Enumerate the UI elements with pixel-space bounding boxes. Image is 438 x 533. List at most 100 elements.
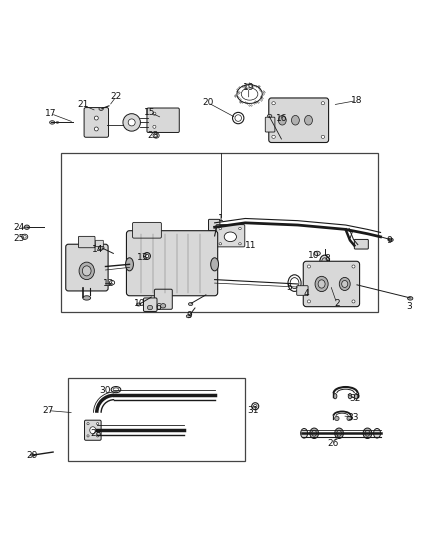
Ellipse shape: [291, 116, 299, 125]
Ellipse shape: [94, 116, 98, 120]
Text: 15: 15: [144, 108, 156, 117]
Text: 13: 13: [137, 253, 148, 262]
Ellipse shape: [408, 297, 413, 300]
Text: 24: 24: [14, 223, 25, 232]
FancyBboxPatch shape: [147, 108, 179, 133]
Text: 6: 6: [155, 303, 161, 312]
Ellipse shape: [318, 280, 325, 288]
FancyBboxPatch shape: [216, 224, 245, 247]
Ellipse shape: [320, 255, 329, 268]
Text: 11: 11: [245, 241, 256, 250]
FancyBboxPatch shape: [154, 289, 172, 309]
Ellipse shape: [87, 435, 89, 437]
Ellipse shape: [219, 228, 222, 230]
Text: 3: 3: [406, 302, 412, 311]
Text: 23: 23: [147, 131, 158, 140]
FancyBboxPatch shape: [84, 108, 109, 138]
FancyBboxPatch shape: [208, 220, 220, 231]
Ellipse shape: [348, 393, 352, 399]
FancyBboxPatch shape: [297, 286, 308, 295]
FancyBboxPatch shape: [95, 240, 103, 246]
Ellipse shape: [365, 431, 370, 436]
Text: 27: 27: [42, 406, 53, 415]
FancyBboxPatch shape: [269, 98, 328, 142]
Ellipse shape: [144, 253, 150, 260]
Text: 2: 2: [334, 299, 340, 308]
Text: 33: 33: [348, 413, 359, 422]
Ellipse shape: [128, 119, 135, 126]
Ellipse shape: [335, 416, 339, 421]
Ellipse shape: [98, 246, 104, 250]
Ellipse shape: [300, 429, 307, 438]
Ellipse shape: [239, 243, 241, 245]
Ellipse shape: [239, 228, 241, 230]
Text: 12: 12: [103, 279, 115, 288]
Ellipse shape: [333, 393, 337, 399]
Text: 29: 29: [26, 450, 38, 459]
FancyBboxPatch shape: [144, 298, 157, 311]
Ellipse shape: [388, 238, 393, 241]
Ellipse shape: [160, 304, 166, 308]
Ellipse shape: [87, 423, 89, 425]
Ellipse shape: [153, 112, 156, 115]
Ellipse shape: [126, 258, 134, 271]
Ellipse shape: [374, 429, 381, 438]
Ellipse shape: [321, 135, 325, 139]
Ellipse shape: [186, 315, 191, 318]
Text: 5: 5: [286, 283, 292, 292]
Text: 18: 18: [351, 96, 362, 105]
FancyBboxPatch shape: [265, 117, 275, 132]
Text: 32: 32: [350, 394, 361, 403]
Ellipse shape: [145, 254, 149, 258]
Text: 9: 9: [386, 236, 392, 245]
Ellipse shape: [90, 427, 96, 434]
Ellipse shape: [307, 300, 311, 303]
Text: 21: 21: [77, 100, 88, 109]
Ellipse shape: [304, 116, 312, 125]
Text: 10: 10: [134, 299, 145, 308]
Ellipse shape: [321, 102, 325, 105]
Text: 19: 19: [243, 83, 254, 92]
FancyBboxPatch shape: [66, 244, 108, 291]
Ellipse shape: [272, 135, 276, 139]
Ellipse shape: [354, 393, 358, 399]
Ellipse shape: [315, 276, 328, 292]
Ellipse shape: [322, 258, 328, 265]
Ellipse shape: [24, 225, 29, 229]
Text: 25: 25: [13, 235, 25, 244]
Ellipse shape: [337, 431, 342, 436]
Text: 9: 9: [187, 311, 192, 320]
Ellipse shape: [307, 265, 311, 268]
FancyBboxPatch shape: [133, 222, 161, 238]
Ellipse shape: [219, 243, 222, 245]
Ellipse shape: [363, 428, 372, 439]
Ellipse shape: [312, 431, 317, 436]
Ellipse shape: [94, 127, 98, 131]
Text: 14: 14: [92, 245, 103, 254]
Text: 17: 17: [45, 109, 57, 118]
Text: 4: 4: [304, 289, 309, 298]
Text: 8: 8: [325, 254, 330, 263]
Ellipse shape: [224, 232, 237, 241]
Ellipse shape: [49, 120, 55, 124]
Ellipse shape: [83, 296, 91, 300]
Ellipse shape: [82, 266, 91, 276]
Text: 28: 28: [90, 429, 102, 438]
FancyBboxPatch shape: [85, 420, 101, 440]
Text: 31: 31: [247, 406, 259, 415]
Ellipse shape: [211, 258, 219, 271]
Ellipse shape: [342, 280, 348, 287]
Ellipse shape: [310, 428, 318, 439]
Text: 16: 16: [276, 115, 287, 124]
Ellipse shape: [335, 428, 343, 439]
Text: 7: 7: [347, 231, 353, 239]
Ellipse shape: [339, 277, 350, 290]
Ellipse shape: [148, 305, 152, 310]
Ellipse shape: [279, 116, 286, 125]
Ellipse shape: [96, 423, 99, 425]
Ellipse shape: [137, 303, 141, 306]
Text: 1: 1: [218, 214, 224, 223]
Text: 30: 30: [99, 386, 110, 395]
FancyBboxPatch shape: [303, 261, 360, 306]
Ellipse shape: [153, 125, 156, 128]
